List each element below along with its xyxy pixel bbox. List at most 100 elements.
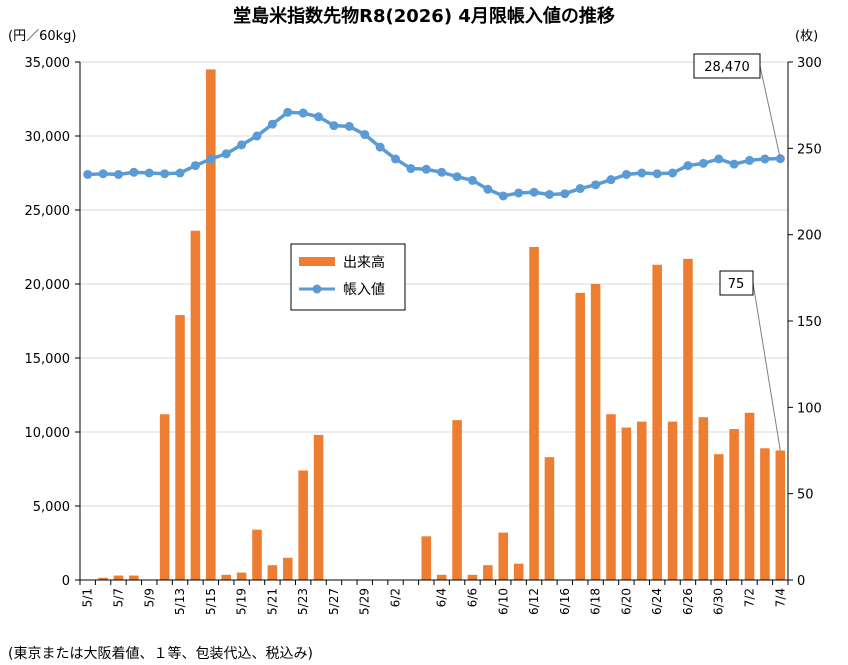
legend-volume-swatch: [299, 257, 335, 266]
volume-bar: [283, 557, 293, 580]
x-tick-label: 5/15: [204, 588, 218, 615]
settlement-point: [575, 184, 585, 194]
right-tick-label: 250: [797, 142, 822, 157]
volume-bar: [775, 450, 786, 580]
settlement-point: [544, 189, 554, 199]
settlement-point: [760, 154, 770, 164]
x-ticks: 5/1 5/7 5/9 5/13 5/15 5/19 5/21 5/23 5/27 5/29 6/2…: [81, 588, 788, 615]
settlement-point: [560, 189, 570, 199]
volume-bars: [98, 69, 786, 581]
legend: 出来高 帳入値: [290, 243, 406, 311]
left-tick-label: 15,000: [25, 352, 71, 367]
settlement-point: [406, 164, 416, 174]
volume-bar: [206, 69, 216, 581]
left-y-ticks: 0 5,000 10,000 15,000 20,000 25,000 30,000 35,0…: [25, 56, 80, 589]
x-tick-label: 6/16: [558, 588, 572, 615]
callout-settlement: 28,470: [693, 53, 781, 159]
volume-bar: [452, 420, 462, 580]
settlement-point: [452, 172, 462, 182]
settlement-point: [529, 187, 539, 197]
volume-bar: [590, 284, 601, 580]
gridlines: [80, 61, 788, 507]
right-y-ticks: 0 50 100 150 200 250 300: [788, 56, 822, 589]
settlement-point: [606, 175, 616, 185]
x-tick-label: 6/10: [496, 588, 510, 615]
volume-bar: [637, 421, 647, 580]
settlement-point: [498, 191, 508, 201]
callout-settlement-box: [693, 53, 761, 79]
settlement-point: [221, 149, 231, 159]
left-tick-label: 20,000: [25, 278, 71, 293]
settlement-point: [160, 169, 170, 179]
left-tick-label: 5,000: [33, 500, 70, 515]
x-tick-label: 6/26: [681, 588, 695, 615]
volume-bar: [113, 575, 124, 580]
x-tick-label: 6/4: [435, 588, 449, 607]
legend-settlement-marker: [312, 284, 322, 294]
x-tick-label: 5/21: [265, 588, 279, 615]
settlement-point: [83, 169, 93, 179]
volume-bar: [421, 536, 432, 580]
x-tick-label: 7/2: [743, 588, 757, 607]
x-tick-label: 5/19: [235, 588, 249, 615]
settlement-point: [668, 168, 678, 178]
settlement-point: [391, 154, 401, 164]
x-tick-label: 6/6: [465, 588, 479, 607]
settlement-line-path: [87, 110, 781, 198]
left-tick-label: 30,000: [25, 130, 71, 145]
volume-bar: [683, 258, 693, 580]
settlement-point: [206, 154, 216, 164]
volume-bar: [498, 532, 509, 580]
volume-bar: [159, 414, 170, 580]
x-tick-label: 6/18: [589, 588, 603, 615]
x-tick-label: 5/29: [358, 588, 372, 615]
left-tick-label: 25,000: [25, 204, 71, 219]
settlement-point: [190, 161, 200, 171]
settlement-point: [175, 168, 185, 178]
volume-bar: [744, 412, 755, 580]
volume-bar: [513, 563, 524, 580]
settlement-point: [237, 140, 247, 150]
settlement-point: [298, 108, 308, 118]
x-tick-label: 5/7: [111, 588, 125, 607]
volume-bar: [221, 574, 231, 580]
settlement-point: [421, 164, 431, 174]
axes: [79, 62, 789, 585]
right-axis-label: (枚): [795, 29, 818, 44]
footnote: (東京または大阪着値、１等、包装代込、税込み): [8, 645, 313, 662]
x-tick-label: 6/20: [619, 588, 633, 615]
volume-bar: [652, 264, 662, 580]
volume-bar: [729, 429, 739, 580]
callout-volume: 75: [719, 270, 781, 451]
right-tick-label: 200: [797, 229, 822, 244]
settlement-point: [98, 169, 108, 179]
volume-bar: [267, 565, 278, 580]
volume-bar: [236, 572, 247, 580]
callout-settlement-leader: [759, 65, 781, 159]
x-tick-label: 5/1: [81, 588, 95, 607]
volume-bar: [190, 230, 201, 580]
x-tick-label: 6/24: [650, 588, 664, 615]
right-tick-label: 100: [797, 401, 822, 416]
x-tick-label: 5/13: [173, 588, 187, 615]
volume-bar: [544, 457, 555, 580]
volume-bar: [667, 421, 678, 580]
settlement-point: [683, 161, 693, 171]
right-tick-label: 300: [797, 56, 822, 71]
volume-bar: [298, 470, 308, 580]
settlement-point: [437, 167, 447, 177]
callout-volume-text: 75: [728, 277, 745, 292]
settlement-point: [467, 175, 477, 185]
settlement-point: [314, 112, 324, 122]
volume-bar: [529, 247, 539, 580]
right-tick-label: 50: [797, 488, 814, 503]
settlement-point: [714, 154, 724, 164]
settlement-point: [698, 158, 708, 168]
settlement-point: [637, 168, 647, 178]
left-tick-label: 0: [62, 574, 70, 589]
volume-bar: [713, 454, 724, 580]
callout-volume-box: [719, 270, 754, 296]
settlement-point: [652, 169, 662, 179]
left-axis-label: (円／60kg): [8, 29, 76, 44]
